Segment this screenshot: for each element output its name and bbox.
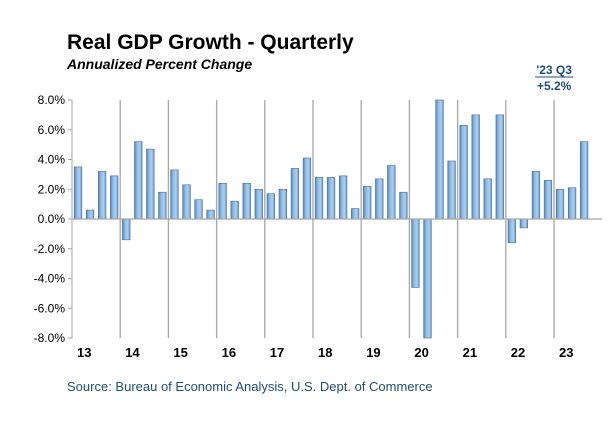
- bar-17-Q4: [302, 157, 312, 220]
- bar-21-Q2: [471, 114, 480, 220]
- bar-19-Q4: [399, 191, 408, 220]
- annotation-quarter: '23 Q3: [536, 63, 572, 77]
- bar-18-Q2: [326, 177, 336, 220]
- y-tick-label: -8.0%: [34, 331, 66, 345]
- source-note: Source: Bureau of Economic Analysis, U.S…: [67, 379, 433, 394]
- bar-16-Q2: [230, 200, 239, 220]
- bar-15-Q2: [182, 184, 191, 220]
- x-tick-label: 19: [366, 345, 380, 360]
- bar-17-Q2: [278, 188, 287, 220]
- bar-20-Q3: [435, 99, 444, 220]
- bar-20-Q4: [447, 160, 456, 220]
- y-tick-label: -4.0%: [34, 272, 66, 286]
- x-tick-label: 20: [414, 345, 428, 360]
- bar-23-Q1: [555, 188, 565, 220]
- y-tick-label: -6.0%: [34, 301, 66, 315]
- chart-subtitle: Annualized Percent Change: [67, 56, 253, 72]
- bar-13-Q1: [73, 166, 83, 220]
- x-tick-label: 15: [173, 345, 187, 360]
- bar-14-Q1: [122, 218, 131, 241]
- bar-18-Q4: [351, 208, 360, 220]
- bar-22-Q3: [531, 171, 541, 220]
- bar-15-Q1: [170, 169, 179, 220]
- y-tick-label: 0.0%: [38, 212, 66, 226]
- bar-23-Q3: [579, 141, 589, 220]
- x-tick-label: 16: [222, 345, 236, 360]
- bar-14-Q2: [134, 141, 143, 220]
- bar-17-Q1: [266, 193, 275, 220]
- bar-18-Q3: [338, 175, 348, 220]
- bar-17-Q3: [290, 168, 300, 220]
- bar-21-Q3: [483, 178, 492, 220]
- x-tick-label: 14: [125, 345, 140, 360]
- y-tick-label: 2.0%: [38, 182, 66, 196]
- bar-23-Q2: [567, 187, 577, 220]
- bar-15-Q4: [206, 209, 215, 220]
- x-tick-label: 18: [318, 345, 332, 360]
- bar-13-Q2: [85, 209, 95, 220]
- bar-21-Q1: [459, 124, 468, 220]
- y-tick-label: 4.0%: [38, 153, 66, 167]
- bar-20-Q1: [411, 218, 420, 288]
- chart-title: Real GDP Growth - Quarterly: [67, 31, 354, 54]
- bar-14-Q4: [158, 191, 167, 220]
- bar-22-Q2: [519, 218, 528, 229]
- bar-19-Q2: [375, 178, 384, 220]
- x-tick-label: 23: [559, 345, 573, 360]
- bar-16-Q1: [218, 183, 227, 220]
- bar-16-Q4: [254, 188, 263, 220]
- bar-18-Q1: [314, 177, 324, 220]
- bar-22-Q1: [507, 218, 516, 244]
- bar-19-Q3: [387, 165, 396, 220]
- bar-14-Q3: [146, 148, 155, 220]
- bar-22-Q4: [543, 180, 553, 220]
- bar-13-Q4: [110, 175, 119, 220]
- annotation-value: +5.2%: [537, 79, 572, 93]
- bar-20-Q2: [423, 218, 432, 339]
- y-tick-label: 8.0%: [38, 93, 66, 107]
- bar-15-Q3: [194, 199, 203, 220]
- bar-21-Q4: [495, 114, 504, 220]
- x-tick-label: 13: [77, 345, 91, 360]
- bar-16-Q3: [242, 183, 251, 220]
- x-tick-label: 22: [511, 345, 525, 360]
- bar-19-Q1: [363, 185, 372, 220]
- x-tick-label: 21: [463, 345, 477, 360]
- y-tick-label: -2.0%: [34, 242, 66, 256]
- bar-13-Q3: [98, 171, 107, 220]
- y-tick-label: 6.0%: [38, 123, 66, 137]
- x-tick-label: 17: [270, 345, 284, 360]
